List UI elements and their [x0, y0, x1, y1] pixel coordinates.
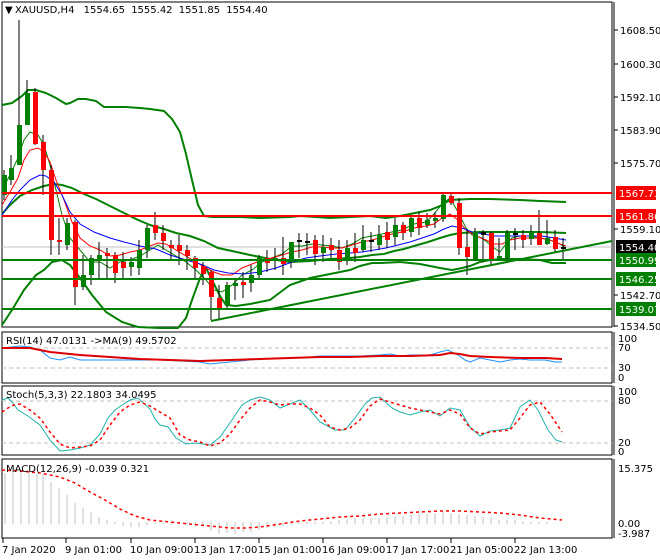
macd-axis: 15.375 0.00 -3.987: [613, 459, 653, 540]
stoch-tick: 80: [618, 396, 631, 407]
resistance-tag-1: [616, 186, 656, 200]
resistance-tag-2-label: 1561.86: [619, 212, 660, 223]
candles[interactable]: [2, 20, 566, 320]
price-tick: 1583.90: [620, 126, 660, 137]
resistance-tag-1-label: 1567.73: [619, 189, 660, 200]
support-tag-2: [616, 272, 656, 286]
resistance-tag-2: [616, 209, 656, 223]
time-axis[interactable]: 7 Jan 2020 9 Jan 01:00 10 Jan 09:00 13 J…: [2, 538, 577, 556]
support-tag-3: [616, 302, 656, 316]
stoch-label: Stoch(5,3,3) 22.1803 34.0495: [6, 390, 157, 401]
rsi-ma-line: [2, 347, 563, 363]
macd-tick: 0.00: [618, 519, 640, 530]
rsi-tick: 30: [618, 363, 631, 374]
rsi-tick: 100: [618, 334, 637, 345]
chart-title-arrow[interactable]: ▼: [5, 5, 13, 16]
time-label: 9 Jan 01:00: [65, 545, 122, 556]
time-label: 21 Jan 05:00: [450, 545, 513, 556]
macd-histogram: [4, 472, 548, 534]
rsi-tick: 70: [618, 343, 631, 354]
price-tick: 1534.50: [620, 322, 660, 333]
time-label: 22 Jan 13:00: [514, 545, 577, 556]
time-label: 7 Jan 2020: [2, 545, 56, 556]
support-tag-1: [616, 253, 656, 267]
rsi-panel[interactable]: RSI(14) 47.0131 ->MA(9) 49.5702: [1, 331, 613, 384]
rsi-tick: 0: [618, 373, 624, 384]
time-label: 15 Jan 01:00: [258, 545, 321, 556]
support-tag-3-label: 1539.07: [619, 305, 660, 316]
support-tag-2-label: 1546.25: [619, 275, 660, 286]
stoch-signal-line: [1, 398, 563, 449]
candle-bodies: [2, 92, 566, 308]
macd-signal-line: [1, 469, 563, 529]
price-tick: 1608.50: [620, 26, 660, 37]
macd-label: MACD(12,26,9) -0.039 0.321: [6, 464, 149, 475]
time-label: 10 Jan 09:00: [130, 545, 193, 556]
macd-panel[interactable]: MACD(12,26,9) -0.039 0.321: [1, 458, 613, 539]
stoch-tick: 0: [618, 447, 624, 458]
bollinger-middle: [1, 182, 567, 264]
current-price-tag: [616, 240, 656, 254]
rsi-axis: 100 70 30 0: [613, 332, 637, 384]
stoch-tick: 100: [618, 387, 637, 398]
trendline[interactable]: [210, 240, 613, 322]
current-price-tag-label: 1554.40: [619, 243, 660, 254]
price-axis[interactable]: 1608.50 1600.30 1592.10 1583.90 1575.70 …: [613, 2, 660, 333]
price-tick: 1600.30: [620, 60, 660, 71]
chart-title: XAUUSD,H4 1554.65 1555.42 1551.85 1554.4…: [15, 5, 268, 16]
time-label: 16 Jan 09:00: [322, 545, 385, 556]
stoch-axis: 100 80 20 0: [613, 386, 637, 458]
time-label: 13 Jan 17:00: [194, 545, 257, 556]
stoch-main-line: [1, 396, 563, 452]
price-tick: 1542.70: [620, 291, 660, 302]
stoch-tick: 20: [618, 438, 631, 449]
price-tick: 1592.10: [620, 93, 660, 104]
price-tick: 1575.70: [620, 159, 660, 170]
macd-tick: -3.987: [618, 529, 650, 540]
price-tick: 1559.10: [620, 225, 660, 236]
support-tag-1-label: 1550.99: [619, 256, 660, 267]
macd-tick: 15.375: [618, 464, 653, 475]
rsi-label: RSI(14) 47.0131 ->MA(9) 49.5702: [6, 336, 177, 347]
time-label: 17 Jan 17:00: [386, 545, 449, 556]
price-panel[interactable]: ▼ XAUUSD,H4 1554.65 1555.42 1551.85 1554…: [1, 1, 613, 329]
stoch-panel[interactable]: Stoch(5,3,3) 22.1803 34.0495: [1, 385, 613, 456]
